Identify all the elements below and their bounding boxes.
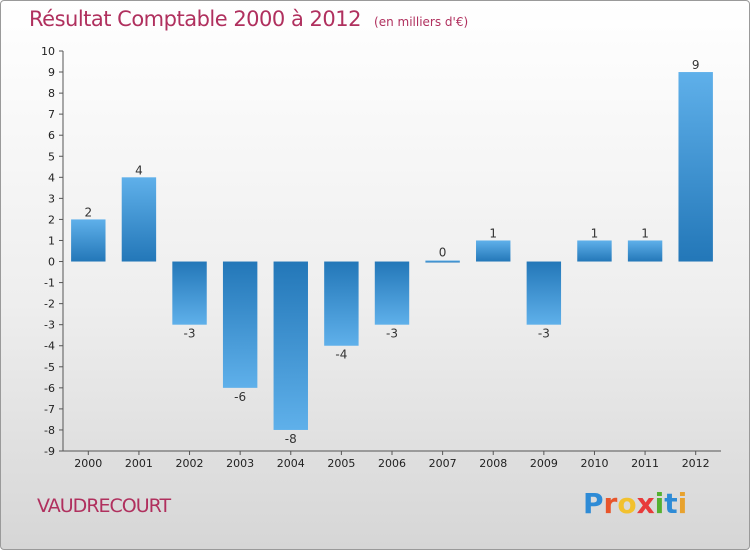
y-tick-label: 10 (41, 45, 55, 58)
x-tick-label: 2011 (631, 457, 659, 470)
logo-letter: i (677, 487, 688, 520)
x-tick-label: 2008 (479, 457, 507, 470)
y-tick-label: -3 (44, 319, 55, 332)
y-tick-label: -2 (44, 298, 55, 311)
y-tick-label: 4 (48, 171, 55, 184)
y-tick-label: -6 (44, 382, 55, 395)
x-tick-label: 2009 (530, 457, 558, 470)
x-tick-label: 2006 (378, 457, 406, 470)
y-tick-label: 6 (48, 129, 55, 142)
y-tick-label: 5 (48, 150, 55, 163)
title-text: Résultat Comptable 2000 à 2012 (29, 7, 361, 31)
proxiti-logo[interactable]: Proxiti (583, 487, 687, 520)
y-tick-label: 1 (48, 234, 55, 247)
bar-2000 (71, 219, 106, 262)
x-tick-label: 2000 (74, 457, 102, 470)
bar-2002 (172, 261, 207, 325)
y-tick-label: -4 (44, 340, 55, 353)
y-tick-label: -9 (44, 445, 55, 458)
bar-2012 (678, 72, 713, 262)
x-tick-label: 2004 (277, 457, 305, 470)
data-label-2003: -6 (234, 390, 246, 404)
data-label-2000: 2 (84, 205, 92, 219)
bar-2007 (425, 260, 460, 263)
y-tick-label: -5 (44, 361, 55, 374)
data-label-2008: 1 (489, 226, 497, 240)
y-tick-label: 8 (48, 87, 55, 100)
bar-2006 (374, 261, 410, 325)
data-label-2005: -4 (335, 348, 347, 362)
bar-2011 (627, 240, 663, 262)
bar-2009 (526, 261, 562, 325)
logo-letter: t (664, 487, 678, 520)
logo-letter: P (583, 487, 604, 520)
x-tick-label: 2005 (327, 457, 355, 470)
logo-letter: o (617, 487, 637, 520)
y-tick-label: -8 (44, 424, 55, 437)
chart-title: Résultat Comptable 2000 à 2012 (en milli… (29, 7, 468, 31)
x-tick-label: 2002 (176, 457, 204, 470)
bar-2004 (273, 261, 308, 430)
data-labels: 2 4 -3 -6 -8 -4 -3 0 1 -3 1 1 9 (84, 58, 699, 446)
x-tick-label: 2001 (125, 457, 153, 470)
subtitle-text: (en milliers d'€) (374, 15, 469, 29)
y-tick-label: 9 (48, 66, 55, 79)
data-label-2010: 1 (591, 226, 599, 240)
data-label-2001: 4 (135, 163, 143, 177)
y-tick-label: 7 (48, 108, 55, 121)
logo-letter: x (636, 487, 655, 520)
y-tick-label: -1 (44, 277, 55, 290)
y-tick-label: -7 (44, 403, 55, 416)
x-tick-label: 2007 (429, 457, 457, 470)
y-tick-label: 2 (48, 213, 55, 226)
x-tick-label: 2003 (226, 457, 254, 470)
data-label-2012: 9 (692, 58, 700, 72)
town-name: VAUDRECOURT (37, 495, 171, 517)
x-tick-label: 2012 (682, 457, 710, 470)
bar-2001 (121, 177, 157, 262)
data-label-2006: -3 (386, 327, 398, 341)
logo-letter: i (654, 487, 665, 520)
logo-letter: r (603, 487, 618, 520)
data-label-2009: -3 (538, 327, 550, 341)
data-label-2002: -3 (184, 327, 196, 341)
bar-2005 (324, 261, 359, 346)
bar-2010 (577, 240, 612, 262)
bar-2003 (222, 261, 258, 388)
bar-2008 (476, 240, 511, 262)
data-label-2011: 1 (641, 226, 649, 240)
x-tick-label: 2010 (580, 457, 608, 470)
y-tick-label: 3 (48, 192, 55, 205)
y-tick-label: 0 (48, 256, 55, 269)
data-label-2004: -8 (285, 432, 297, 446)
bars (71, 72, 713, 430)
data-label-2007: 0 (439, 246, 447, 260)
